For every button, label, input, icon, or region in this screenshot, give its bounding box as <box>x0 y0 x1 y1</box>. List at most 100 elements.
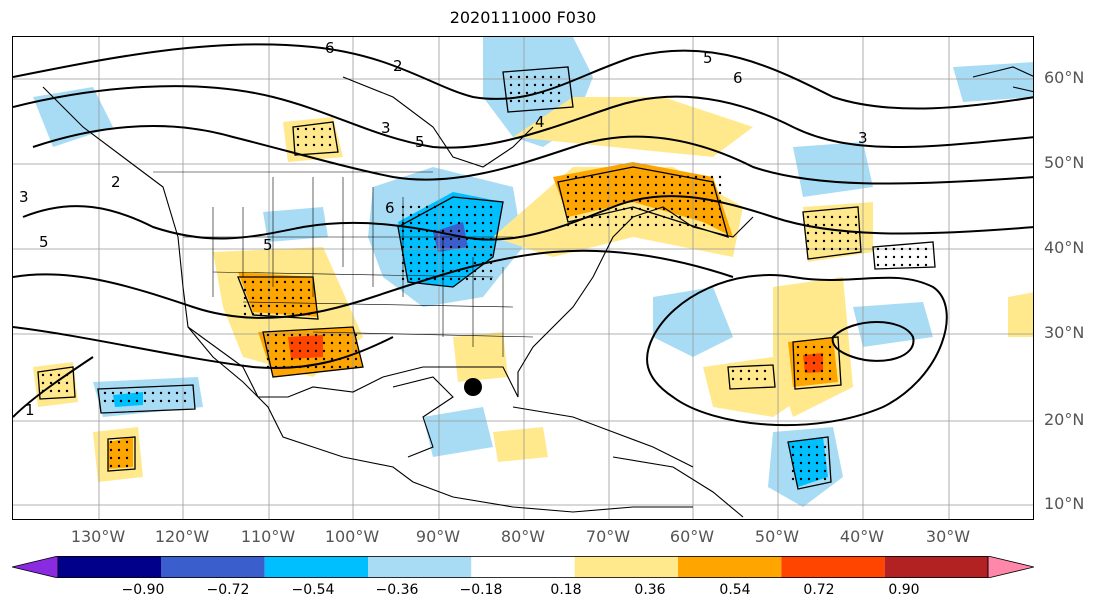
stipple-dot <box>109 440 113 444</box>
stipple-dot <box>473 277 477 281</box>
stipple-dot <box>409 245 413 249</box>
stipple-dot <box>299 304 303 308</box>
stipple-dot <box>298 357 302 361</box>
colorbar-tick: −0.36 <box>375 582 419 598</box>
stipple-dot <box>606 215 610 219</box>
stipple-dot <box>916 247 920 251</box>
stipple-dot <box>900 263 904 267</box>
stipple-dot <box>731 369 735 373</box>
stipple-dot <box>449 221 453 225</box>
stipple-dot <box>117 448 121 452</box>
stipple-dot <box>654 223 658 227</box>
stipple-dot <box>854 215 858 219</box>
stipple-dot <box>291 280 295 284</box>
stipple-dot <box>409 229 413 233</box>
stipple-dot <box>282 333 286 337</box>
stipple-dot <box>307 296 311 300</box>
stipple-dot <box>127 399 131 403</box>
stipple-dot <box>291 296 295 300</box>
stipple-dot <box>686 191 690 195</box>
stipple-dot <box>884 255 888 259</box>
stipple-dot <box>481 269 485 273</box>
stipple-dot <box>812 353 816 357</box>
stipple-dot <box>646 183 650 187</box>
stipple-dot <box>307 280 311 284</box>
stipple-dot <box>846 223 850 227</box>
stipple-dot <box>747 377 751 381</box>
stipple-dot <box>401 229 405 233</box>
stipple-dot <box>710 191 714 195</box>
stipple-dot <box>509 83 513 87</box>
stipple-dot <box>275 312 279 316</box>
stipple-dot <box>441 213 445 217</box>
stipple-dot <box>346 333 350 337</box>
stipple-dot <box>401 269 405 273</box>
stipple-dot <box>425 221 429 225</box>
stipple-dot <box>41 373 45 377</box>
stipple-dot <box>731 377 735 381</box>
contour-label: 4 <box>535 113 545 131</box>
stipple-dot <box>812 369 816 373</box>
stipple-dot <box>409 253 413 257</box>
stipple-dot <box>433 245 437 249</box>
stipple-dot <box>266 365 270 369</box>
lon-label: 130°W <box>70 527 126 546</box>
stipple-dot <box>457 237 461 241</box>
stipple-dot <box>481 229 485 233</box>
stipple-dot <box>702 223 706 227</box>
stipple-dot <box>815 477 819 481</box>
stipple-dot <box>312 143 316 147</box>
stipple-dot <box>251 296 255 300</box>
stipple-dot <box>755 377 759 381</box>
stipple-dot <box>481 253 485 257</box>
stipple-dot <box>525 83 529 87</box>
stipple-dot <box>307 304 311 308</box>
stipple-dot <box>433 237 437 241</box>
stipple-dot <box>291 312 295 316</box>
stipple-dot <box>291 288 295 292</box>
colorbar-tick: 0.72 <box>803 582 835 598</box>
stipple-dot <box>489 237 493 241</box>
stipple-dot <box>916 255 920 259</box>
stipple-dot <box>441 253 445 257</box>
stipple-dot <box>718 191 722 195</box>
colorbar-tick: 0.18 <box>550 582 582 598</box>
stipple-dot <box>465 261 469 265</box>
stipple-dot <box>830 247 834 251</box>
stipple-dot <box>884 263 888 267</box>
stipple-dot <box>322 341 326 345</box>
stipple-dot <box>533 83 537 87</box>
stipple-dot <box>924 263 928 267</box>
stipple-dot <box>330 341 334 345</box>
stipple-dot <box>457 253 461 257</box>
stipple-dot <box>822 239 826 243</box>
stipple-dot <box>702 199 706 203</box>
stipple-dot <box>590 175 594 179</box>
stipple-dot <box>541 99 545 103</box>
stipple-dot <box>433 221 437 225</box>
anomaly-shading <box>33 37 1033 507</box>
stipple-dot <box>425 213 429 217</box>
stipple-dot <box>710 223 714 227</box>
stipple-dot <box>541 91 545 95</box>
contour-label: 5 <box>415 133 425 151</box>
stipple-dot <box>109 456 113 460</box>
stipple-dot <box>425 277 429 281</box>
stipple-dot <box>267 280 271 284</box>
stipple-dot <box>433 261 437 265</box>
stipple-dot <box>814 215 818 219</box>
stipple-dot <box>755 369 759 373</box>
stipple-dot <box>638 223 642 227</box>
stipple-dot <box>924 255 928 259</box>
stipple-dot <box>417 237 421 241</box>
stipple-dot <box>557 75 561 79</box>
stipple-dot <box>670 175 674 179</box>
stipple-dot <box>509 99 513 103</box>
stipple-dot <box>574 199 578 203</box>
stipple-dot <box>283 288 287 292</box>
stipple-dot <box>441 277 445 281</box>
stipple-dot <box>425 269 429 273</box>
stipple-dot <box>346 365 350 369</box>
stipple-dot <box>590 207 594 211</box>
stipple-dot <box>822 247 826 251</box>
